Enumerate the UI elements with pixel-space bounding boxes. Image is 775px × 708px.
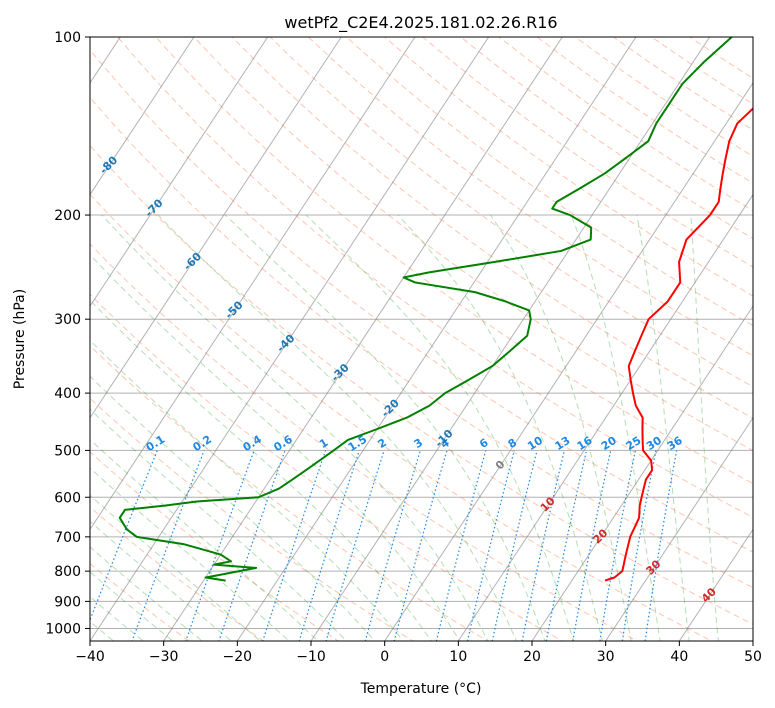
isotherm-line [605, 416, 753, 641]
isotherm-line [457, 193, 753, 641]
chart-title: wetPf2_C2E4.2025.181.02.26.R16 [284, 13, 557, 33]
x-tick-label: 40 [670, 649, 688, 665]
x-tick-label: −40 [75, 649, 105, 665]
isotherm-line [0, 10, 65, 653]
mixing-ratio-line [491, 450, 538, 641]
x-tick-label: 30 [597, 649, 615, 665]
x-tick-label: 10 [449, 649, 467, 665]
mixing-ratio-line [364, 450, 421, 641]
x-tick-label: −20 [223, 649, 253, 665]
dewpoint-profile-line [118, 37, 733, 582]
isotherm-line [678, 528, 753, 641]
isotherm-line [90, 37, 269, 308]
mixing-ratio-line [621, 450, 657, 641]
isotherm-line [90, 37, 195, 196]
mixing-ratio-line [325, 450, 385, 641]
dry-adiabat-line [307, 37, 753, 357]
isotherm-label: -90 [57, 102, 80, 125]
x-tick-label: 20 [523, 649, 541, 665]
isotherm-line [310, 37, 711, 641]
dry-adiabat-line [383, 37, 753, 297]
x-tick-label: −10 [296, 649, 326, 665]
moist-adiabat-line [397, 214, 603, 641]
mixing-ratio-line [466, 450, 515, 641]
moist-adiabat-line [90, 375, 376, 641]
mixing-ratio-line [572, 450, 612, 641]
isotherm-line [163, 37, 563, 641]
dry-adiabat-line [90, 96, 753, 589]
dry-adiabat-line [90, 193, 713, 641]
background-lines [0, 10, 753, 653]
mixing-ratio-line [521, 450, 565, 641]
x-tick-label: −30 [149, 649, 179, 665]
y-axis: 100 200 300 400 500 600 700 800 900 1000 [45, 30, 90, 637]
mixing-ratio-line [644, 450, 678, 641]
isotherm-label: -100 [16, 47, 45, 76]
x-tick-label: 50 [744, 649, 762, 665]
dry-adiabat-line [90, 562, 190, 641]
mixing-ratio-line [599, 450, 637, 641]
moist-adiabat-line [305, 214, 575, 641]
isotherm-line [384, 82, 753, 641]
y-tick-label: 500 [54, 443, 81, 459]
moist-adiabat-line [90, 339, 404, 641]
series-layer [118, 37, 753, 582]
y-tick-label: 100 [54, 30, 81, 46]
dry-adiabat-line [193, 37, 753, 452]
mixing-ratio-line [185, 450, 255, 641]
moist-adiabat-line [690, 215, 719, 641]
dry-adiabat-line [90, 397, 414, 641]
y-tick-label: 200 [54, 208, 81, 224]
mixing-ratio-line [435, 450, 487, 641]
isotherm-line [531, 305, 753, 641]
dry-adiabat-line [155, 37, 753, 485]
moist-adiabat-line [490, 214, 632, 641]
y-tick-label: 900 [54, 594, 81, 610]
dry-adiabat-line [117, 37, 753, 518]
y-tick-label: 1000 [45, 621, 81, 637]
moist-adiabat-line [90, 253, 461, 641]
moist-adiabat-line [90, 299, 433, 641]
y-tick-label: 400 [54, 386, 81, 402]
moist-adiabat-line [636, 214, 690, 641]
y-tick-label: 700 [54, 530, 81, 546]
dry-adiabat-line [90, 345, 489, 641]
isotherm-line [236, 37, 637, 641]
mixing-ratio-line [545, 450, 588, 641]
x-tick-label: 0 [380, 649, 389, 665]
moist-adiabat-line [101, 214, 489, 641]
y-tick-label: 300 [54, 312, 81, 328]
mixing-ratio-line [393, 450, 448, 641]
moist-adiabat-line [157, 214, 518, 641]
moist-adiabat-line [225, 214, 546, 641]
mixing-ratio-line [218, 450, 286, 641]
isotherm-line [90, 37, 490, 641]
dry-adiabat-line [90, 506, 265, 641]
plot-frame [89, 36, 754, 642]
dry-adiabat-line [269, 37, 753, 388]
x-axis-label: Temperature (°C) [360, 681, 482, 697]
isotherm-line [90, 37, 416, 531]
dry-adiabat-line [90, 144, 753, 625]
dry-adiabat-line [90, 243, 639, 641]
y-tick-label: 800 [54, 564, 81, 580]
moist-adiabat-line [90, 408, 348, 641]
temperature-profile-line [604, 107, 753, 582]
x-axis: −40 −30 −20 −10 0 10 20 30 40 50 [75, 641, 762, 665]
y-axis-label: Pressure (hPa) [12, 289, 28, 389]
isotherm-line [90, 37, 342, 419]
y-tick-label: 600 [54, 490, 81, 506]
